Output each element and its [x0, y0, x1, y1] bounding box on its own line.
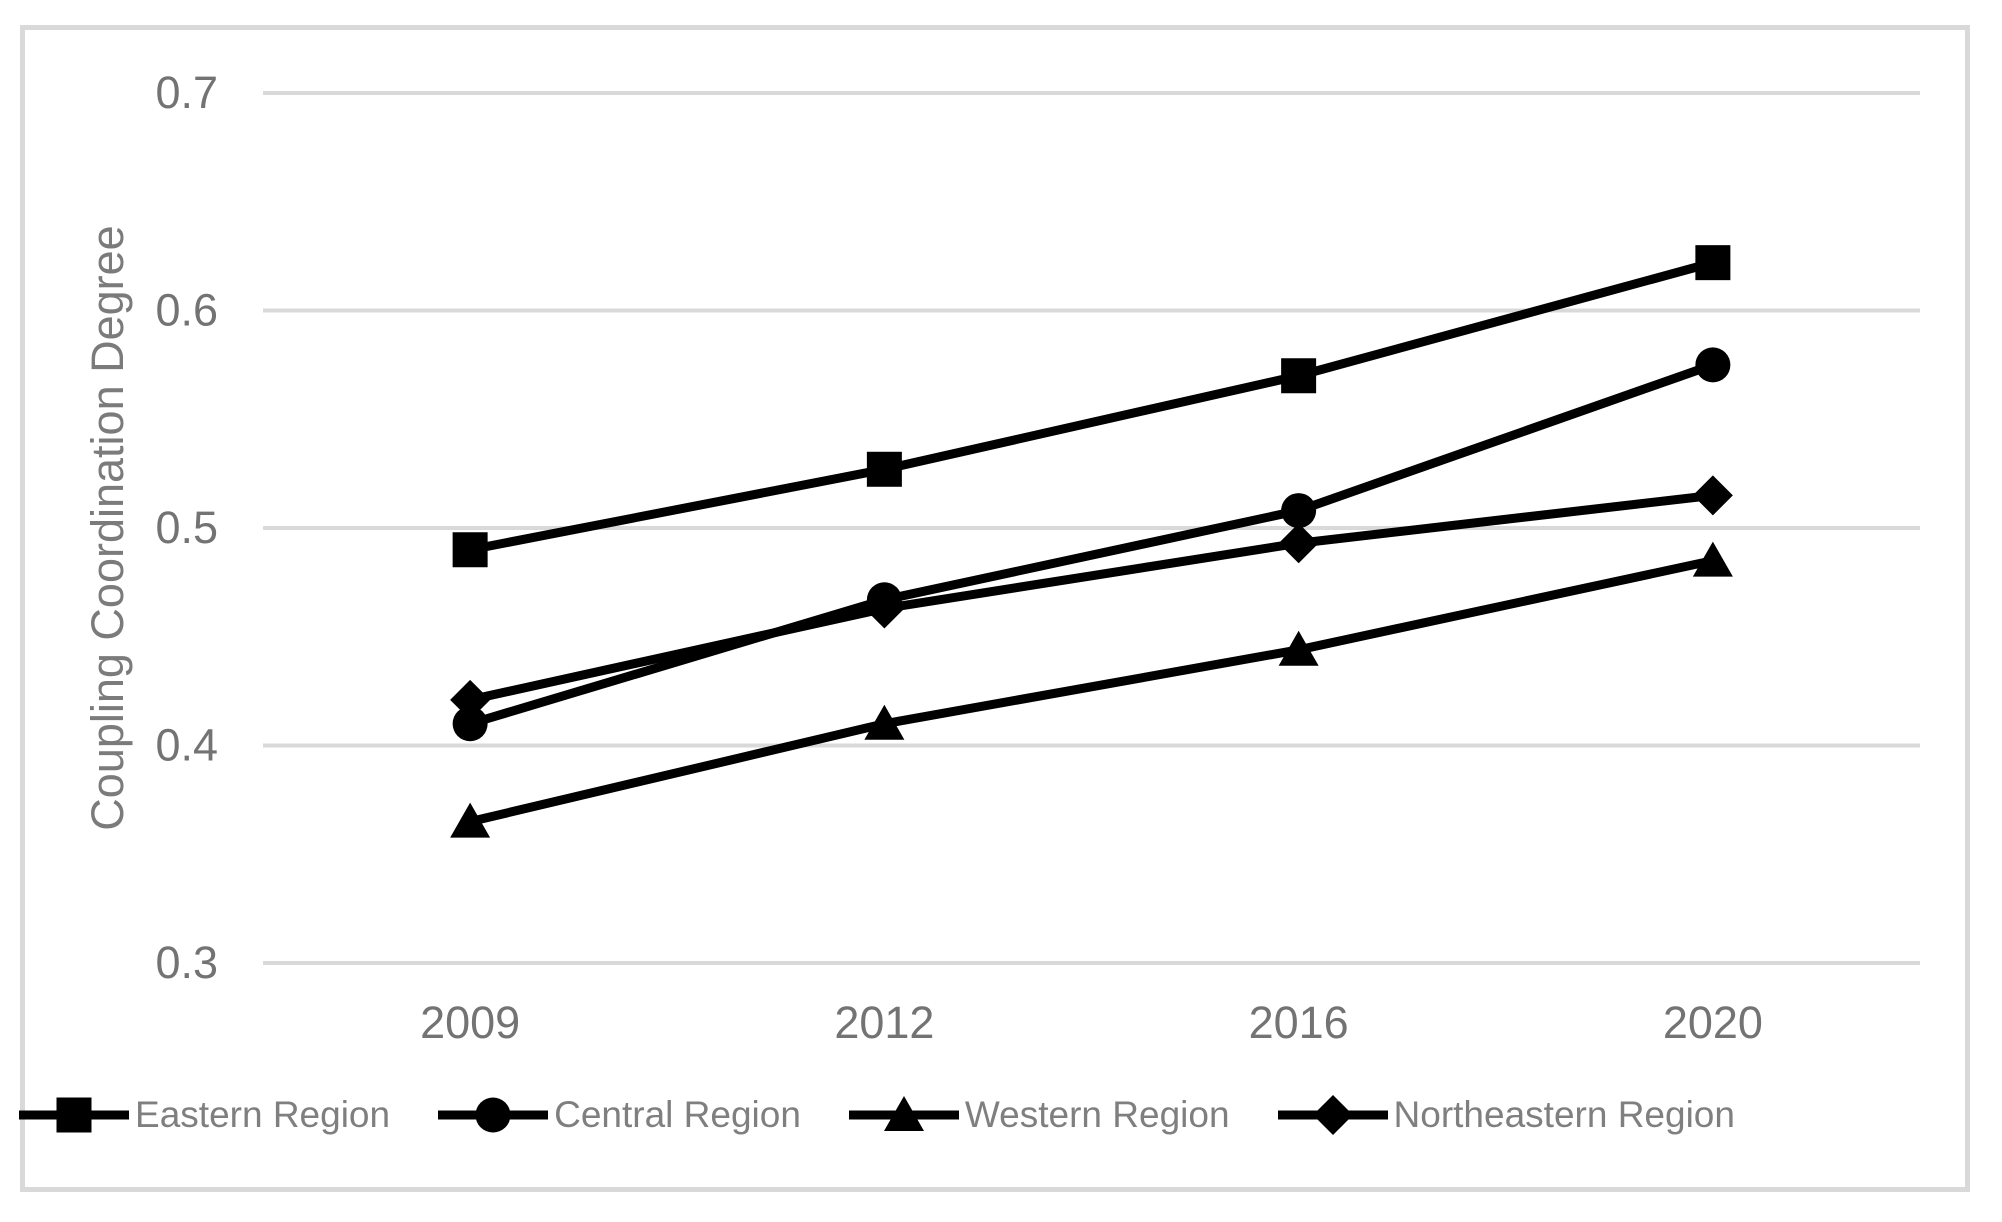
circle-marker-icon: [475, 1097, 511, 1133]
y-tick-label: 0.5: [155, 502, 218, 553]
triangle-marker-icon: [1692, 541, 1733, 577]
diamond-marker-icon: [450, 679, 491, 720]
series-line-northeastern-region: [465, 490, 1718, 705]
diamond-marker-icon: [864, 588, 905, 629]
triangle-marker-icon: [450, 802, 491, 838]
square-marker-icon: [1695, 245, 1731, 281]
x-tick-label: 2020: [1663, 997, 1763, 1048]
y-tick-label: 0.3: [155, 937, 218, 988]
legend-label: Central Region: [554, 1094, 801, 1135]
series-line-eastern-region: [465, 258, 1718, 555]
legend-item-northeastern-region: Northeastern Region: [1277, 1092, 1735, 1138]
legend-item-central-region: Central Region: [438, 1092, 801, 1138]
y-tick-label: 0.4: [155, 720, 218, 771]
square-marker-icon: [1281, 358, 1317, 394]
y-tick-label: 0.7: [155, 67, 218, 118]
circle-marker-icon: [452, 706, 488, 742]
figure-border: [20, 25, 1970, 1192]
triangle-marker-icon: [864, 704, 905, 740]
legend-swatch-diamond: [1277, 1095, 1388, 1135]
legend-swatch-square: [19, 1097, 130, 1133]
x-tick-label: 2009: [420, 997, 520, 1048]
legend-swatch-circle: [438, 1097, 549, 1133]
diamond-marker-icon: [1278, 523, 1319, 564]
triangle-marker-icon: [883, 1096, 924, 1131]
y-axis-title: Coupling Coordination Degree: [82, 225, 133, 831]
legend-label: Northeastern Region: [1393, 1094, 1735, 1135]
legend-item-eastern-region: Eastern Region: [19, 1092, 390, 1138]
square-marker-icon: [56, 1097, 92, 1133]
square-marker-icon: [452, 532, 488, 568]
diamond-marker-icon: [1312, 1095, 1353, 1135]
x-tick-label: 2012: [834, 997, 934, 1048]
series-line-central-region: [465, 360, 1718, 729]
circle-marker-icon: [1695, 347, 1731, 383]
square-marker-icon: [866, 451, 902, 487]
circle-marker-icon: [1281, 493, 1317, 529]
legend-label: Western Region: [964, 1094, 1230, 1135]
series-line-western-region: [465, 556, 1718, 827]
legend: Eastern Region Central Region Western Regi…: [0, 1092, 1878, 1138]
legend-item-western-region: Western Region: [848, 1092, 1230, 1138]
legend-swatch-triangle: [848, 1096, 959, 1131]
diamond-marker-icon: [1692, 475, 1733, 516]
legend-label: Eastern Region: [135, 1094, 391, 1135]
triangle-marker-icon: [1278, 630, 1319, 666]
x-tick-label: 2016: [1249, 997, 1349, 1048]
y-tick-label: 0.6: [155, 285, 218, 336]
